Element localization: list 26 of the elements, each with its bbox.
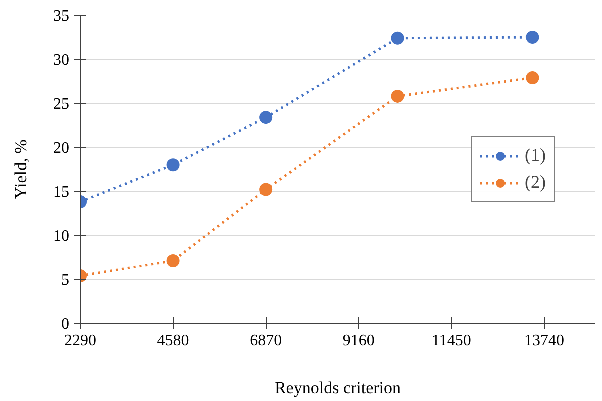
legend-label: (1)	[525, 145, 546, 166]
point	[166, 254, 180, 268]
y-axis-title: Yield, %	[12, 140, 30, 200]
point	[526, 31, 540, 44]
x-tick-label: 9160	[342, 332, 375, 350]
point	[260, 183, 273, 196]
y-tick-label: 35	[54, 8, 70, 25]
y-tick-label: 25	[54, 96, 70, 113]
x-axis-title: Reynolds criterion	[274, 378, 402, 398]
x-tick-label: 4580	[157, 332, 190, 350]
x-tick-label: 6870	[250, 332, 282, 350]
y-tick-label: 30	[54, 52, 70, 69]
point	[526, 71, 540, 84]
y-tick-label: 5	[62, 272, 70, 289]
y-tick-label: 20	[54, 140, 70, 157]
x-tick-label: 2290	[64, 332, 96, 350]
x-tick-label: 13740	[524, 332, 564, 350]
point	[391, 90, 404, 103]
legend-label: (2)	[525, 172, 546, 193]
point	[166, 158, 180, 172]
y-tick-label: 0	[62, 316, 70, 333]
point	[391, 32, 404, 45]
x-tick-label: 11450	[432, 332, 472, 350]
y-tick-label: 10	[54, 228, 70, 245]
y-tick-label: 15	[54, 184, 70, 201]
point	[260, 111, 273, 124]
